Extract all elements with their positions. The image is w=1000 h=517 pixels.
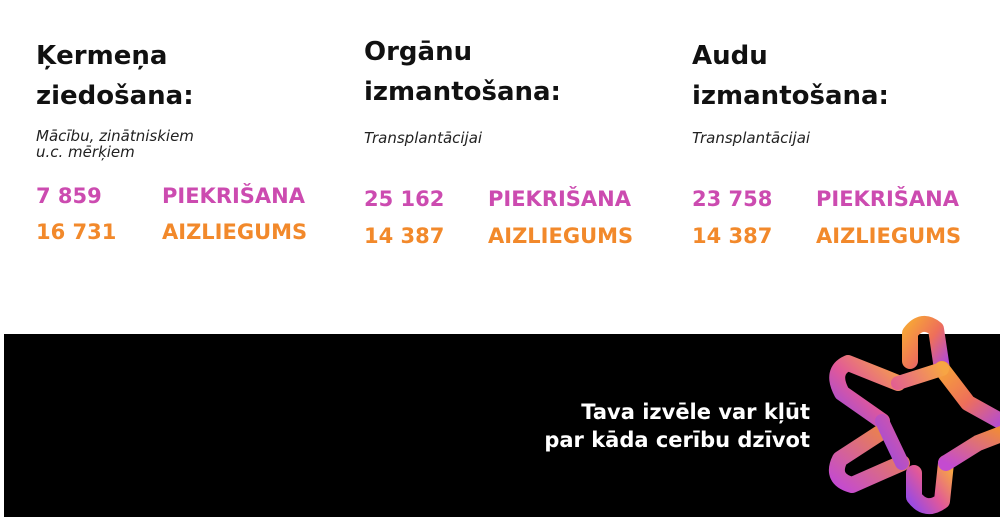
subtitle-line-2: u.c. mērķiem [36, 143, 135, 161]
refusal-value: 14 387 [692, 224, 773, 248]
title-line-1: Audu [692, 41, 768, 71]
gradient-star-logo-icon [818, 313, 1000, 517]
banner-slogan: Tava izvēle var kļūt par kāda cerību dzī… [544, 398, 810, 454]
refusal-value: 16 731 [36, 220, 117, 244]
slogan-line-1: Tava izvēle var kļūt [581, 400, 810, 424]
consent-label: PIEKRIŠANA [488, 187, 632, 211]
subtitle-line-1: Mācību, zinātniskiem [36, 127, 194, 145]
title-line-1: Orgānu [364, 37, 473, 67]
consent-label: PIEKRIŠANA [816, 187, 960, 211]
column-subtitle: Transplantācijai [692, 130, 810, 146]
consent-value: 23 758 [692, 187, 773, 211]
refusal-label: AIZLIEGUMS [816, 224, 962, 248]
column-subtitle: Transplantācijai [364, 130, 482, 146]
consent-value: 7 859 [36, 184, 102, 208]
refusal-label: AIZLIEGUMS [162, 220, 308, 244]
column-title: Ķermeņa ziedošana: [36, 36, 194, 116]
column-title: Audu izmantošana: [692, 36, 889, 116]
subtitle-line-1: Transplantācijai [364, 129, 483, 147]
refusal-value: 14 387 [364, 224, 445, 248]
consent-label: PIEKRIŠANA [162, 184, 306, 208]
title-line-1: Ķermeņa [36, 41, 168, 71]
subtitle-line-1: Transplantācijai [692, 129, 811, 147]
column-title: Orgānu izmantošana: [364, 32, 561, 112]
consent-value: 25 162 [364, 187, 445, 211]
slogan-line-2: par kāda cerību dzīvot [544, 428, 810, 452]
title-line-2: izmantošana: [692, 81, 889, 111]
column-subtitle: Mācību, zinātniskiem u.c. mērķiem [36, 128, 194, 160]
refusal-label: AIZLIEGUMS [488, 224, 634, 248]
title-line-2: ziedošana: [36, 81, 194, 111]
title-line-2: izmantošana: [364, 77, 561, 107]
